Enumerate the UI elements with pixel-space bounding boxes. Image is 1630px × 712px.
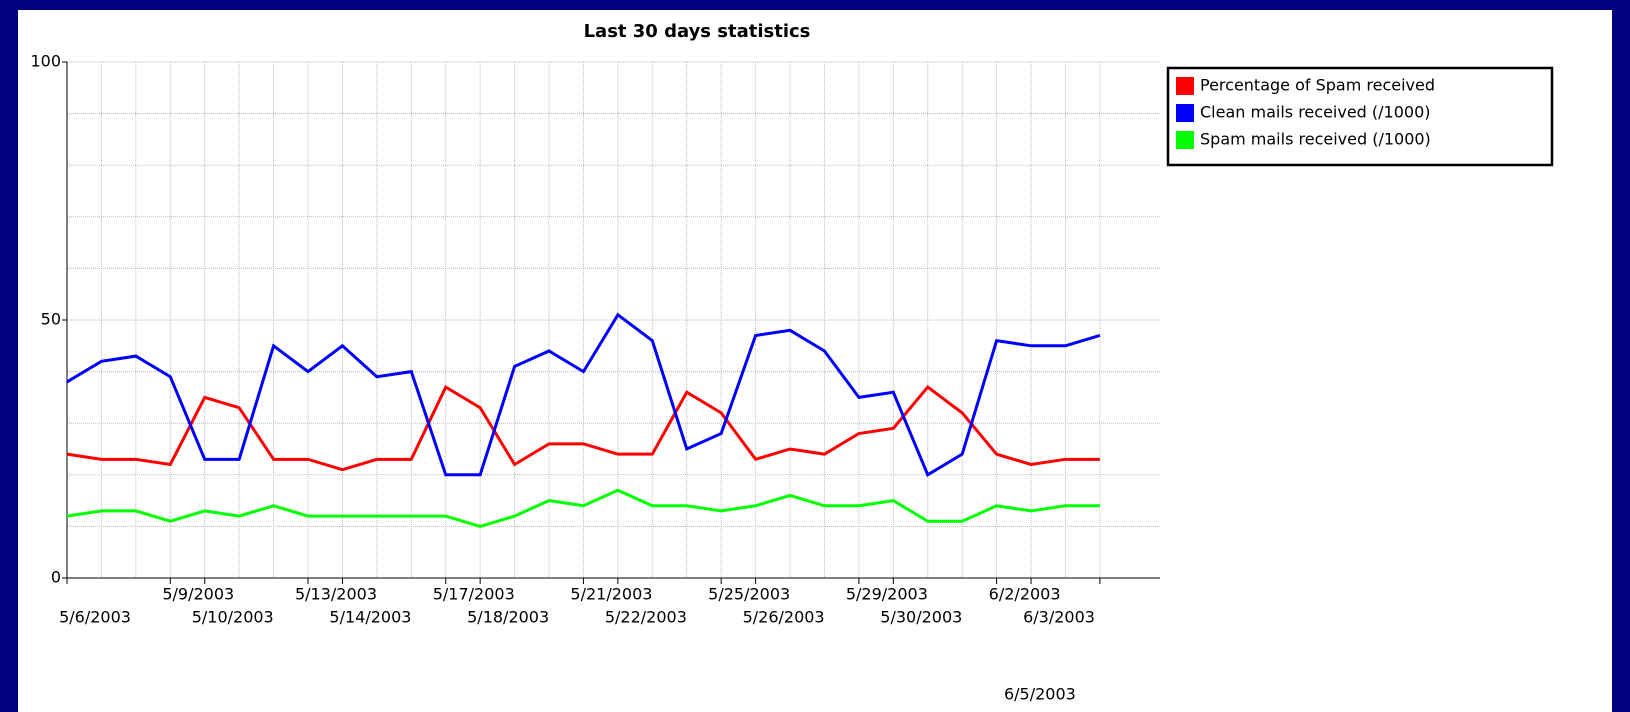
x-tick-label: 5/10/2003 — [192, 608, 274, 627]
x-tick-label: 5/30/2003 — [880, 608, 962, 627]
x-tick-label: 5/26/2003 — [743, 608, 825, 627]
series-line — [66, 384, 1100, 472]
y-tick-label: 0 — [51, 568, 61, 587]
x-tick-label: 5/9/2003 — [162, 585, 234, 604]
legend-swatch — [1176, 77, 1194, 95]
x-tick-label: 5/21/2003 — [570, 585, 652, 604]
x-tick-label: 5/22/2003 — [605, 608, 687, 627]
series-line — [66, 312, 1101, 477]
x-tick-label: 5/25/2003 — [708, 585, 790, 604]
legend-box — [1166, 66, 1554, 167]
x-tick-label: 5/18/2003 — [467, 608, 549, 627]
x-tick-label: 5/6/2003 — [59, 608, 131, 627]
x-tick-label: 5/13/2003 — [295, 585, 377, 604]
y-tick-label: 50 — [41, 310, 61, 329]
x-tick-label: 6/2/2003 — [989, 585, 1061, 604]
x-tick-label: 5/29/2003 — [846, 585, 928, 604]
y-tick-label: 100 — [30, 52, 61, 71]
legend-label: Percentage of Spam received — [1200, 76, 1435, 95]
x-tick-label: 5/17/2003 — [433, 585, 515, 604]
series-line — [66, 488, 1100, 528]
legend-label: Clean mails received (/1000) — [1200, 103, 1431, 122]
x-tick-label: 6/5/2003 — [1004, 685, 1076, 704]
legend-label: Spam mails received (/1000) — [1200, 130, 1431, 149]
legend-swatch — [1176, 104, 1194, 122]
x-tick-label: 6/3/2003 — [1023, 608, 1095, 627]
x-tick-label: 5/14/2003 — [329, 608, 411, 627]
legend-swatch — [1176, 131, 1194, 149]
chart-title: Last 30 days statistics — [584, 21, 811, 42]
